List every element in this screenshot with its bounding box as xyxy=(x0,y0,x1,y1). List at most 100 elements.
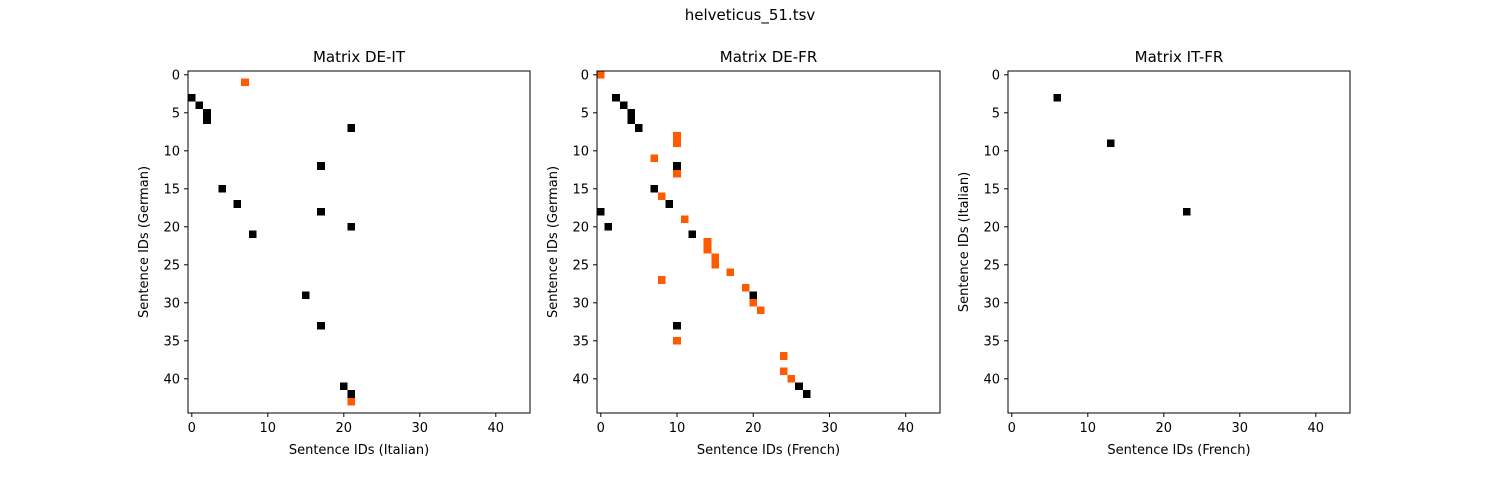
plot-frame xyxy=(1007,70,1351,414)
matrix-cell-black xyxy=(248,230,257,239)
matrix-cell-black xyxy=(650,185,658,193)
x-tick-label: 10 xyxy=(669,421,686,436)
matrix-cell-black xyxy=(1182,207,1191,216)
matrix-cell-black xyxy=(233,200,242,208)
matrix-cell-orange xyxy=(241,78,249,87)
matrix-cell-orange xyxy=(597,71,605,79)
matrix-cell-orange xyxy=(726,268,735,277)
chart-panel-2: 0 10 20 30 40 0 5 10 15 20 25 30 35 40 Matrix DE-FR Sen… xyxy=(546,48,941,458)
y-tick-label: 10 xyxy=(163,144,180,159)
matrix-cell-orange xyxy=(673,337,681,345)
x-tick-label: 0 xyxy=(188,421,196,436)
matrix-cell-black xyxy=(673,321,681,330)
x-axis-label: Sentence IDs (French) xyxy=(697,443,840,458)
x-tick-label: 20 xyxy=(336,421,353,436)
y-tick-label: 20 xyxy=(163,220,180,235)
chart-title: Matrix DE-FR xyxy=(720,48,818,66)
matrix-cell-orange xyxy=(779,367,788,375)
y-tick-label: 15 xyxy=(983,182,1000,197)
matrix-cell-orange xyxy=(711,261,719,269)
matrix-cell-orange xyxy=(657,276,666,284)
matrix-cell-black xyxy=(749,291,758,299)
y-axis-label: Sentence IDs (German) xyxy=(137,166,152,318)
x-tick-label: 20 xyxy=(1156,421,1173,436)
matrix-cell-orange xyxy=(673,131,681,140)
x-tick-label: 20 xyxy=(745,421,762,436)
x-tick-label: 40 xyxy=(1308,421,1325,436)
matrix-cell-orange xyxy=(347,397,356,406)
x-axis-label: Sentence IDs (French) xyxy=(1107,443,1250,458)
matrix-cell-orange xyxy=(779,352,788,360)
matrix-cell-black xyxy=(673,162,681,170)
matrix-cell-black xyxy=(597,207,605,216)
matrix-cell-black xyxy=(627,116,636,125)
matrix-cell-orange xyxy=(673,169,681,178)
matrix-cell-black xyxy=(317,207,325,216)
y-axis-label: Sentence IDs (German) xyxy=(546,166,561,318)
x-tick-label: 40 xyxy=(488,421,505,436)
matrix-cell-orange xyxy=(787,375,796,383)
chart-panel-1: 0 10 20 30 40 0 5 10 15 20 25 30 35 40 Matrix DE-IT Sen… xyxy=(137,48,531,458)
x-tick-label: 30 xyxy=(821,421,838,436)
y-tick-label: 10 xyxy=(572,144,589,159)
x-tick-label: 30 xyxy=(1232,421,1249,436)
y-tick-label: 25 xyxy=(572,258,589,273)
matrix-cell-black xyxy=(347,390,356,398)
matrix-cell-black xyxy=(1053,93,1062,102)
y-tick-label: 20 xyxy=(572,220,589,235)
y-tick-label: 35 xyxy=(572,334,589,349)
y-tick-label: 5 xyxy=(992,106,1000,121)
matrix-cell-black xyxy=(665,200,674,208)
y-tick-label: 25 xyxy=(983,258,1000,273)
matrix-cell-orange xyxy=(680,215,689,223)
y-tick-label: 15 xyxy=(163,182,180,197)
y-tick-label: 0 xyxy=(172,68,180,83)
matrix-cell-black xyxy=(203,116,211,125)
matrix-cell-orange xyxy=(650,154,658,163)
matrix-cell-orange xyxy=(741,283,750,292)
y-tick-label: 5 xyxy=(172,106,180,121)
matrix-cell-black xyxy=(802,390,811,398)
matrix-cell-black xyxy=(340,382,348,391)
matrix-cell-black xyxy=(347,124,356,132)
plot-area xyxy=(1008,71,1350,413)
matrix-cell-black xyxy=(688,230,697,239)
x-tick-label: 40 xyxy=(897,421,914,436)
plot-frame xyxy=(187,70,531,414)
matrix-cell-black xyxy=(302,291,310,299)
matrix-cell-black xyxy=(317,321,325,330)
x-tick-label: 10 xyxy=(260,421,277,436)
matrix-cell-orange xyxy=(749,299,758,307)
matrix-cell-black xyxy=(619,101,628,109)
y-tick-label: 30 xyxy=(983,296,1000,311)
y-tick-label: 20 xyxy=(983,220,1000,235)
matrix-cell-orange xyxy=(703,238,712,246)
plot-area xyxy=(597,71,940,413)
matrix-cell-black xyxy=(347,223,356,231)
y-tick-label: 25 xyxy=(163,258,180,273)
x-tick-label: 0 xyxy=(1008,421,1016,436)
x-tick-label: 30 xyxy=(412,421,429,436)
matrix-cell-orange xyxy=(703,245,712,254)
y-axis-label: Sentence IDs (Italian) xyxy=(957,172,972,312)
y-tick-label: 30 xyxy=(572,296,589,311)
y-tick-label: 40 xyxy=(163,372,180,387)
y-tick-label: 0 xyxy=(581,68,589,83)
matrix-cell-black xyxy=(635,124,643,132)
x-tick-label: 0 xyxy=(597,421,605,436)
x-axis-label: Sentence IDs (Italian) xyxy=(289,443,429,458)
y-tick-label: 40 xyxy=(572,372,589,387)
matrix-cell-black xyxy=(218,185,226,193)
matrix-cell-orange xyxy=(757,306,765,315)
plot-frame xyxy=(596,70,941,414)
matrix-cell-black xyxy=(627,109,636,117)
matrix-cell-orange xyxy=(673,139,681,147)
chart-title: Matrix DE-IT xyxy=(313,48,406,66)
y-tick-label: 40 xyxy=(983,372,1000,387)
matrix-cell-black xyxy=(795,382,803,391)
y-tick-label: 0 xyxy=(992,68,1000,83)
figure-title: helveticus_51.tsv xyxy=(684,6,816,24)
plot-area xyxy=(188,71,530,413)
y-tick-label: 10 xyxy=(983,144,1000,159)
